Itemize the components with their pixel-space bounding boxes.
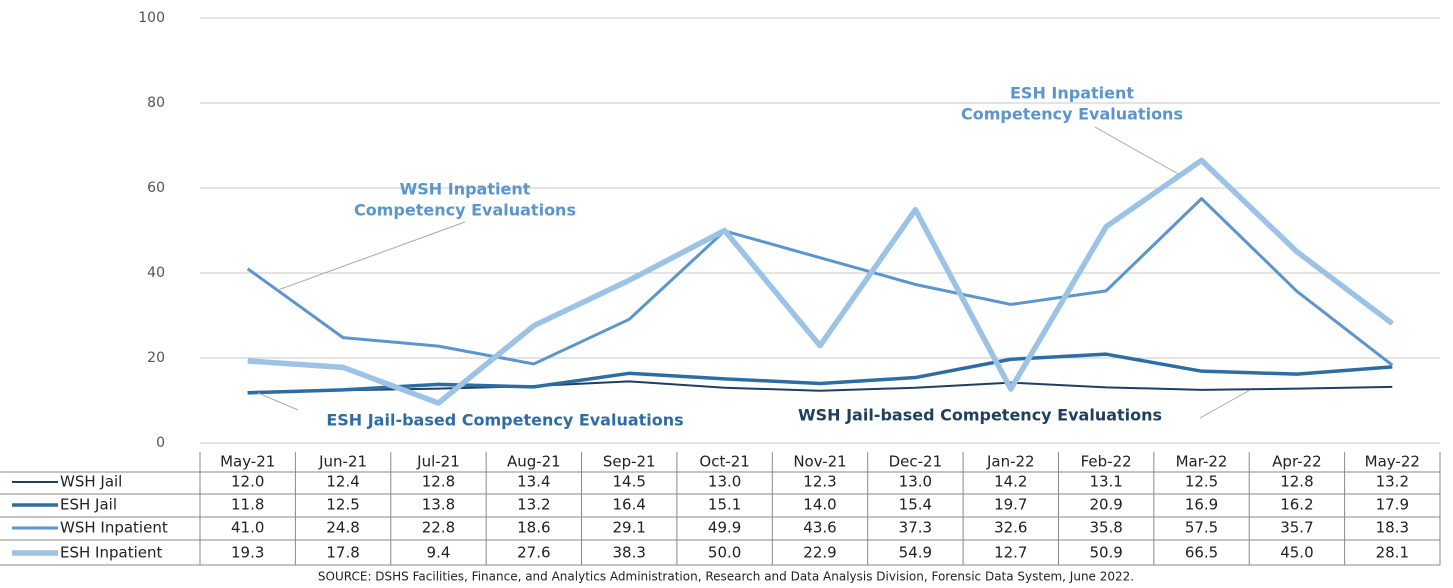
table-value: 45.0 xyxy=(1280,544,1313,562)
legend-label: WSH Inpatient xyxy=(60,519,168,537)
series-line xyxy=(247,380,1393,393)
table-value: 57.5 xyxy=(1185,519,1218,537)
table-value: 32.6 xyxy=(994,519,1027,537)
table-value: 18.3 xyxy=(1376,519,1409,537)
x-tick-label: Jan-22 xyxy=(986,453,1035,471)
table-value: 35.8 xyxy=(1089,519,1122,537)
x-tick-label: Oct-21 xyxy=(699,453,749,471)
annotation: WSH Jail-based Competency Evaluations xyxy=(798,406,1162,425)
annotation-leader xyxy=(257,392,299,411)
table-value: 12.8 xyxy=(422,473,455,491)
table-value: 50.0 xyxy=(708,544,741,562)
table-value: 12.3 xyxy=(803,473,836,491)
x-tick-label: Dec-21 xyxy=(889,453,943,471)
table-value: 37.3 xyxy=(899,519,932,537)
annotation-leader xyxy=(1094,126,1181,176)
table-value: 15.1 xyxy=(708,496,741,514)
series-line xyxy=(247,352,1393,395)
table-value: 12.5 xyxy=(326,496,359,514)
table-value: 41.0 xyxy=(231,519,264,537)
table-value: 13.0 xyxy=(899,473,932,491)
table-value: 11.8 xyxy=(231,496,264,514)
legend-label: ESH Jail xyxy=(60,496,117,514)
table-value: 12.4 xyxy=(326,473,359,491)
x-tick-label: Nov-21 xyxy=(793,453,846,471)
annotation: Competency Evaluations xyxy=(961,105,1183,124)
table-value: 12.7 xyxy=(994,544,1027,562)
table-value: 17.8 xyxy=(326,544,359,562)
table-value: 13.2 xyxy=(517,496,550,514)
x-tick-label: Jun-21 xyxy=(318,453,367,471)
table-value: 14.5 xyxy=(613,473,646,491)
x-tick-label: Aug-21 xyxy=(507,453,561,471)
y-tick-label: 0 xyxy=(156,435,165,451)
table-value: 38.3 xyxy=(613,544,646,562)
table-value: 49.9 xyxy=(708,519,741,537)
table-value: 13.8 xyxy=(422,496,455,514)
y-tick-label: 20 xyxy=(147,350,165,366)
x-tick-label: Apr-22 xyxy=(1272,453,1322,471)
series-line xyxy=(246,197,1394,367)
table-value: 22.9 xyxy=(803,544,836,562)
table-value: 13.0 xyxy=(708,473,741,491)
annotation: ESH Inpatient xyxy=(1010,84,1134,103)
legend-label: ESH Inpatient xyxy=(60,544,162,562)
table-value: 17.9 xyxy=(1376,496,1409,514)
table-value: 14.0 xyxy=(803,496,836,514)
table-value: 18.6 xyxy=(517,519,550,537)
table-value: 12.8 xyxy=(1280,473,1313,491)
x-tick-label: Jul-21 xyxy=(416,453,460,471)
legend-label: WSH Jail xyxy=(60,473,122,491)
y-tick-label: 40 xyxy=(147,265,165,281)
table-value: 43.6 xyxy=(803,519,836,537)
table-value: 66.5 xyxy=(1185,544,1218,562)
table-value: 9.4 xyxy=(427,544,451,562)
table-value: 13.2 xyxy=(1376,473,1409,491)
table-value: 27.6 xyxy=(517,544,550,562)
source-note: SOURCE: DSHS Facilities, Finance, and An… xyxy=(318,570,1134,584)
x-tick-label: Mar-22 xyxy=(1176,453,1228,471)
x-tick-label: Feb-22 xyxy=(1081,453,1132,471)
annotation: WSH Inpatient xyxy=(400,180,531,199)
table-value: 12.5 xyxy=(1185,473,1218,491)
annotation-leader xyxy=(1199,389,1251,419)
y-tick-label: 100 xyxy=(138,10,165,26)
table-value: 19.7 xyxy=(994,496,1027,514)
table-value: 35.7 xyxy=(1280,519,1313,537)
table-value: 16.2 xyxy=(1280,496,1313,514)
table-value: 12.0 xyxy=(231,473,264,491)
table-value: 54.9 xyxy=(899,544,932,562)
table-value: 28.1 xyxy=(1376,544,1409,562)
y-tick-label: 60 xyxy=(147,180,165,196)
series-line xyxy=(247,157,1394,406)
table-value: 13.4 xyxy=(517,473,550,491)
y-tick-label: 80 xyxy=(147,95,165,111)
table-value: 16.4 xyxy=(613,496,646,514)
table-value: 50.9 xyxy=(1089,544,1122,562)
table-value: 19.3 xyxy=(231,544,264,562)
x-tick-label: May-22 xyxy=(1365,453,1420,471)
table-value: 14.2 xyxy=(994,473,1027,491)
table-value: 15.4 xyxy=(899,496,932,514)
annotation: Competency Evaluations xyxy=(354,201,576,220)
x-tick-label: May-21 xyxy=(220,453,275,471)
table-value: 22.8 xyxy=(422,519,455,537)
table-value: 29.1 xyxy=(613,519,646,537)
annotation: ESH Jail-based Competency Evaluations xyxy=(326,411,683,430)
table-value: 20.9 xyxy=(1089,496,1122,514)
table-value: 16.9 xyxy=(1185,496,1218,514)
x-tick-label: Sep-21 xyxy=(603,453,656,471)
table-value: 24.8 xyxy=(326,519,359,537)
annotation-leader xyxy=(277,221,466,291)
table-value: 13.1 xyxy=(1089,473,1122,491)
